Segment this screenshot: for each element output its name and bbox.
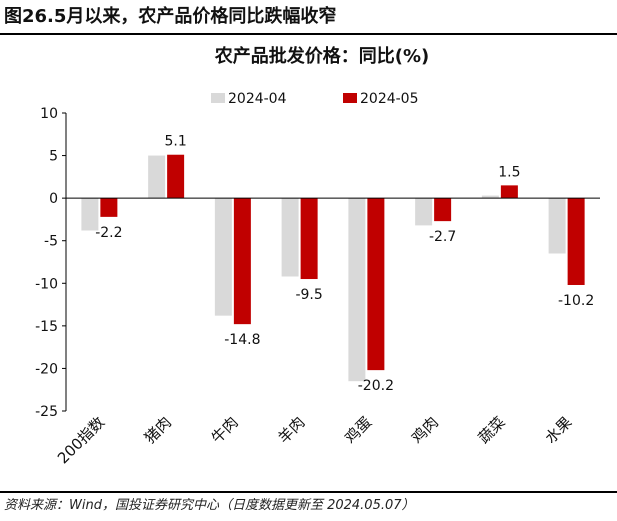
chart-title: 农产品批发价格：同比(%) <box>214 45 430 67</box>
x-tick-label-蔬菜: 蔬菜 <box>475 413 509 447</box>
bar-2024-04-猪肉 <box>148 155 166 199</box>
y-tick-label: -10 <box>35 276 58 292</box>
x-axis: 200指数 猪肉 牛肉 羊肉 鸡蛋 鸡肉 蔬菜 水果 <box>54 197 600 467</box>
legend: 2024-04 2024-05 <box>211 91 419 107</box>
x-tick-label-水果: 水果 <box>542 413 576 447</box>
data-label-鸡蛋: -20.2 <box>358 378 394 394</box>
bar-2024-04-鸡蛋 <box>348 198 366 382</box>
bar-2024-05-鸡蛋 <box>367 198 385 371</box>
y-tick-label: -25 <box>35 404 58 420</box>
data-label-羊肉: -9.5 <box>295 287 322 303</box>
bar-2024-04-蔬菜 <box>481 195 499 199</box>
bar-2024-04-鸡肉 <box>415 198 433 226</box>
figure-title: 图26.5月以来，农产品价格同比跌幅收窄 <box>4 6 337 27</box>
bar-2024-05-蔬菜 <box>500 185 518 199</box>
bar-2024-05-猪肉 <box>167 154 185 199</box>
x-tick-label-猪肉: 猪肉 <box>141 413 175 447</box>
y-tick-label: -20 <box>35 361 58 377</box>
bar-2024-05-羊肉 <box>300 198 318 280</box>
data-label-猪肉: 5.1 <box>164 134 186 150</box>
legend-label-2024-05: 2024-05 <box>360 91 419 107</box>
data-label-鸡肉: -2.7 <box>429 229 456 245</box>
x-tick-label-鸡蛋: 鸡蛋 <box>341 413 375 447</box>
bar-2024-05-鸡肉 <box>434 198 452 222</box>
data-label-200指数: -2.2 <box>95 225 122 241</box>
data-label-蔬菜: 1.5 <box>498 164 520 180</box>
y-tick-label: 10 <box>40 106 58 122</box>
bar-2024-05-水果 <box>567 198 585 285</box>
bar-2024-04-200指数 <box>81 198 99 231</box>
bar-2024-04-水果 <box>548 198 566 254</box>
source-note: 资料来源：Wind，国投证券研究中心（日度数据更新至 2024.05.07） <box>4 498 415 513</box>
y-axis: 10 5 0 -5 -10 -15 -20 -25 <box>35 106 67 420</box>
data-label-牛肉: -14.8 <box>224 332 260 348</box>
x-tick-label-鸡肉: 鸡肉 <box>408 413 442 447</box>
y-tick-label: 0 <box>49 191 58 207</box>
data-labels: -2.2 5.1 -14.8 -9.5 -20.2 -2.7 1.5 -10.2 <box>95 134 594 394</box>
legend-swatch-2024-05 <box>343 93 357 103</box>
legend-label-2024-04: 2024-04 <box>228 91 287 107</box>
x-tick-label-牛肉: 牛肉 <box>208 413 242 447</box>
bar-2024-05-200指数 <box>100 198 118 217</box>
x-tick-label-羊肉: 羊肉 <box>275 413 309 447</box>
bars <box>81 154 585 382</box>
bar-2024-04-牛肉 <box>214 198 232 316</box>
x-tick-label-200指数: 200指数 <box>54 413 108 467</box>
y-tick-label: -15 <box>35 319 58 335</box>
bar-2024-05-牛肉 <box>233 198 251 325</box>
y-tick-label: 5 <box>49 149 58 165</box>
legend-swatch-2024-04 <box>211 93 225 103</box>
top-rule <box>0 33 617 35</box>
bar-chart: 农产品批发价格：同比(%) 2024-04 2024-05 10 5 0 -5 -10 -… <box>35 45 600 467</box>
bar-2024-04-羊肉 <box>281 198 299 277</box>
y-tick-label: -5 <box>44 234 58 250</box>
data-label-水果: -10.2 <box>558 293 594 309</box>
bottom-rule <box>0 491 617 493</box>
